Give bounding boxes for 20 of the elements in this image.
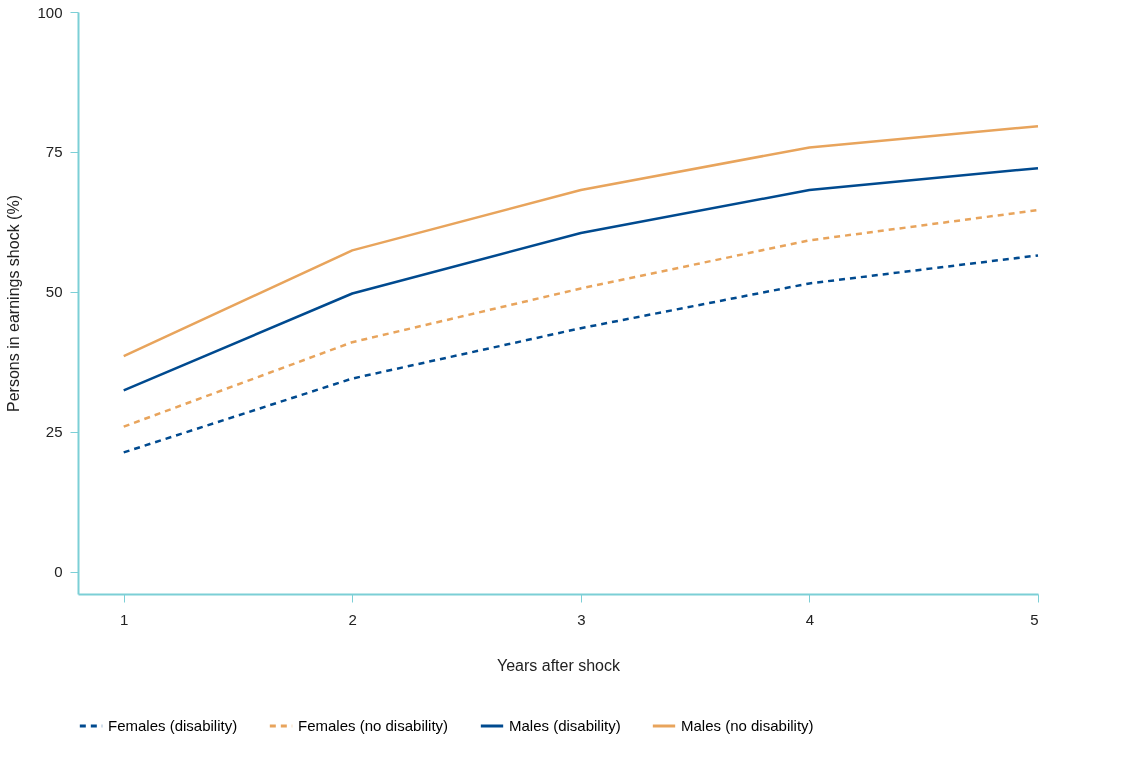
y-tick-label: 100 bbox=[37, 3, 63, 21]
line-series bbox=[122, 124, 1040, 358]
x-tick-label: 1 bbox=[120, 610, 129, 628]
x-tick-label: 2 bbox=[348, 610, 357, 628]
line-series bbox=[122, 254, 1040, 454]
y-tick-label: 75 bbox=[45, 143, 63, 161]
legend-label: Females (disability) bbox=[108, 717, 238, 734]
x-axis-title: Years after shock bbox=[496, 656, 622, 674]
legend-label: Males (disability) bbox=[509, 717, 621, 734]
x-tick-label: 4 bbox=[805, 610, 815, 628]
y-axis-title: Persons in earnings shock (%) bbox=[5, 195, 23, 412]
y-tick-label: 25 bbox=[45, 423, 63, 441]
y-tick-label: 50 bbox=[45, 283, 63, 301]
x-tick-label: 5 bbox=[1030, 610, 1039, 628]
legend-label: Males (no disability) bbox=[681, 717, 814, 734]
y-tick-label: 0 bbox=[54, 563, 63, 581]
line-series bbox=[122, 166, 1040, 392]
x-tick-label: 3 bbox=[577, 610, 586, 628]
line-series bbox=[122, 208, 1040, 428]
legend-label: Females (no disability) bbox=[298, 717, 449, 734]
